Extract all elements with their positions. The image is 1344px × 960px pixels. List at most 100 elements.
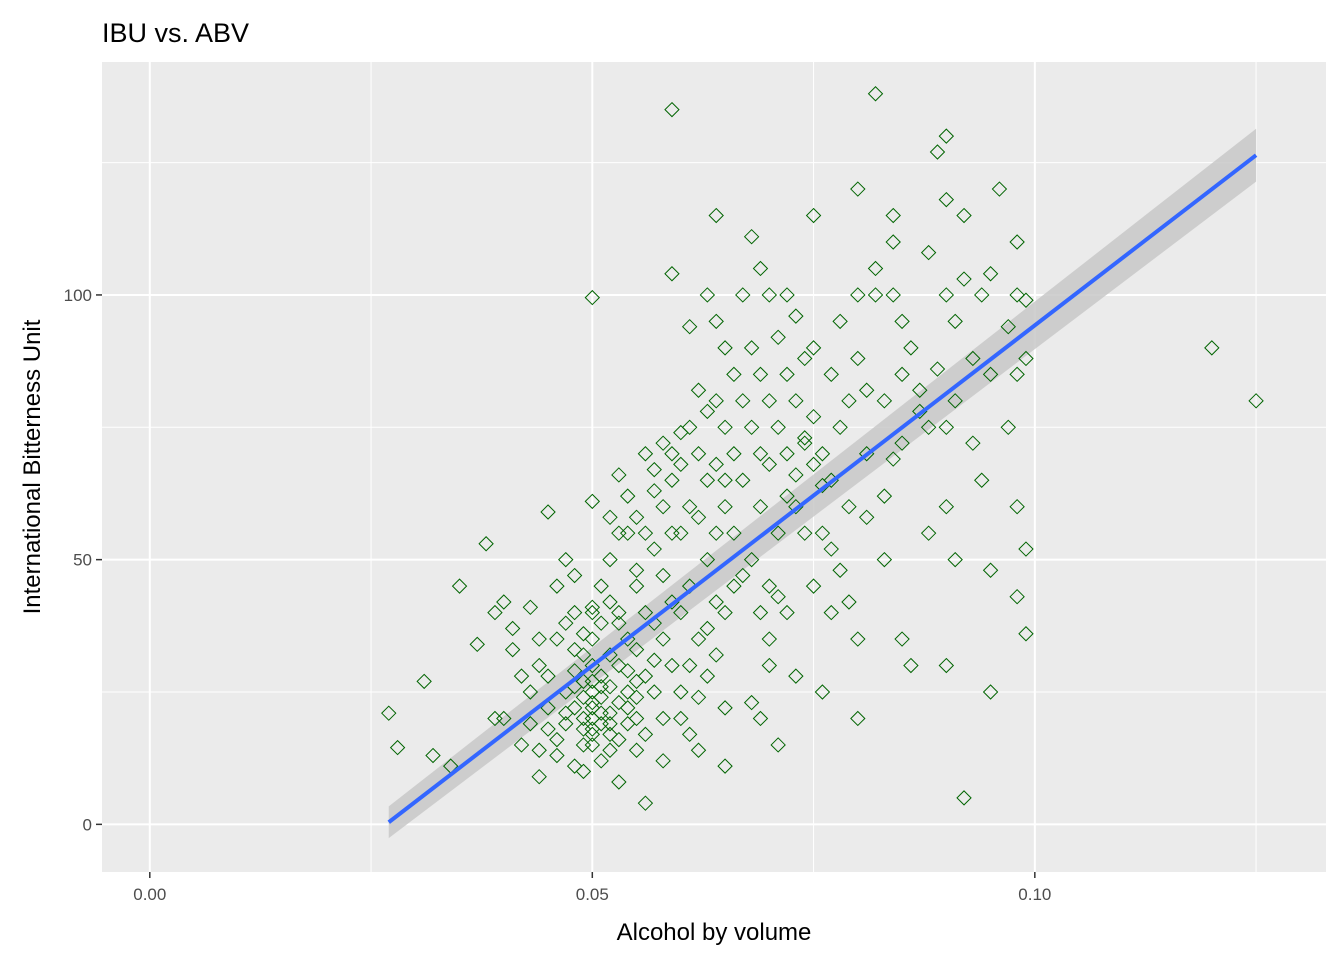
data-point: [522, 684, 539, 700]
data-point: [504, 641, 521, 658]
data-point: [469, 636, 485, 653]
data-point: [947, 313, 963, 330]
data-point: [1204, 340, 1220, 356]
data-point: [982, 684, 999, 700]
data-point: [743, 340, 760, 356]
data-point: [752, 710, 769, 727]
data-point: [637, 446, 654, 462]
data-point: [788, 393, 804, 409]
data-point: [929, 144, 946, 160]
data-point: [770, 588, 786, 605]
data-point: [788, 308, 804, 324]
data-point: [566, 758, 583, 774]
data-point: [602, 647, 618, 663]
data-point: [770, 419, 786, 436]
data-point: [956, 207, 972, 224]
data-point: [699, 472, 716, 488]
data-point: [867, 260, 884, 277]
data-point: [805, 207, 822, 224]
data-point: [885, 451, 901, 467]
data-point: [611, 694, 627, 711]
data-point: [1018, 350, 1034, 367]
data-point: [611, 731, 627, 748]
data-point: [655, 567, 671, 584]
data-point: [1009, 287, 1025, 303]
data-point: [752, 498, 769, 515]
data-point: [611, 615, 627, 631]
data-point: [690, 631, 707, 647]
regression-line: [387, 153, 1258, 824]
data-point: [611, 657, 627, 674]
data-point: [540, 504, 556, 520]
data-point: [593, 578, 609, 594]
data-point: [867, 287, 884, 303]
data-point: [797, 525, 813, 541]
data-point: [681, 419, 698, 436]
chart-title: IBU vs. ABV: [102, 18, 249, 48]
data-point: [752, 366, 769, 383]
data-point: [752, 604, 769, 621]
data-point: [779, 604, 795, 621]
data-point: [664, 657, 680, 674]
data-point: [566, 567, 583, 584]
data-point: [761, 393, 778, 409]
data-point: [761, 287, 778, 303]
data-point: [929, 361, 946, 377]
data-point: [637, 795, 654, 811]
data-point: [735, 287, 751, 303]
data-point: [381, 705, 397, 721]
data-point: [522, 599, 539, 616]
data-point: [673, 710, 689, 727]
x-tick-label: 0.00: [133, 885, 166, 904]
data-point: [655, 498, 671, 515]
data-point: [770, 737, 786, 753]
data-point: [646, 652, 662, 668]
data-point: [513, 668, 530, 684]
data-point: [628, 710, 645, 727]
data-point: [841, 594, 857, 610]
data-point: [735, 472, 751, 488]
data-point: [920, 419, 937, 436]
data-point: [743, 228, 760, 245]
data-point: [451, 578, 468, 594]
data-point: [894, 313, 910, 330]
data-point: [788, 467, 804, 483]
data-point: [726, 525, 742, 541]
y-tick-label: 100: [64, 286, 92, 305]
data-point: [673, 525, 689, 541]
data-point: [681, 657, 698, 674]
data-point: [681, 498, 698, 515]
y-axis-ticks: 0 50 100: [64, 286, 102, 834]
data-point: [628, 562, 645, 578]
data-point: [850, 350, 866, 367]
data-point: [620, 663, 636, 679]
data-point: [841, 393, 857, 409]
data-point: [770, 525, 786, 541]
data-point: [938, 191, 955, 208]
data-point: [717, 472, 733, 488]
y-axis-title: International Bitterness Unit: [19, 319, 46, 614]
data-point: [628, 578, 645, 594]
data-point: [699, 403, 716, 420]
data-point: [690, 689, 707, 706]
data-point: [956, 271, 972, 287]
data-point: [956, 790, 972, 806]
data-point: [876, 393, 893, 409]
data-point: [1018, 541, 1034, 557]
data-point: [637, 525, 654, 541]
data-point: [620, 684, 636, 700]
data-point: [566, 604, 583, 621]
data-point: [982, 266, 999, 282]
data-point: [664, 472, 680, 488]
data-point: [602, 551, 618, 568]
data-point: [602, 726, 618, 743]
data-point: [690, 509, 707, 526]
data-point: [575, 647, 592, 663]
data-point: [558, 716, 574, 732]
data-point: [389, 739, 406, 756]
data-point: [655, 710, 671, 727]
data-point: [620, 488, 636, 504]
data-point: [894, 366, 910, 383]
data-point: [761, 456, 778, 473]
